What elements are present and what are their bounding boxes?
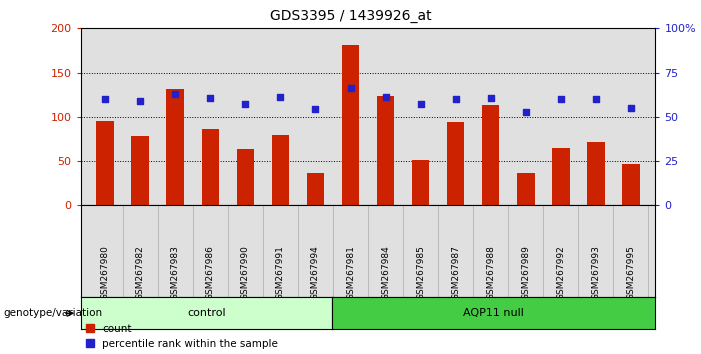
Point — [275, 95, 286, 100]
Bar — [552, 148, 569, 205]
Point — [590, 96, 601, 102]
Bar — [272, 136, 290, 205]
Point — [100, 96, 111, 102]
Point — [485, 96, 496, 101]
Bar — [167, 88, 184, 205]
Point — [240, 101, 251, 107]
Bar — [517, 172, 535, 205]
Point — [345, 85, 356, 91]
Text: AQP11 null: AQP11 null — [463, 308, 524, 318]
Text: genotype/variation: genotype/variation — [4, 308, 102, 318]
Bar — [482, 105, 499, 205]
Point — [520, 110, 531, 115]
Bar — [132, 136, 149, 205]
Bar — [447, 122, 465, 205]
Text: control: control — [187, 308, 226, 318]
Point — [170, 91, 181, 97]
Bar — [587, 143, 605, 205]
Point — [205, 96, 216, 101]
Text: GDS3395 / 1439926_at: GDS3395 / 1439926_at — [270, 9, 431, 23]
Bar — [377, 96, 394, 205]
Bar — [622, 164, 640, 205]
Bar — [307, 172, 324, 205]
Point — [555, 96, 566, 102]
Legend: count, percentile rank within the sample: count, percentile rank within the sample — [86, 324, 278, 349]
Point — [135, 98, 146, 104]
Point — [625, 105, 637, 111]
Bar — [412, 160, 430, 205]
Point — [450, 96, 461, 102]
Point — [310, 106, 321, 112]
Point — [380, 95, 391, 100]
Bar — [97, 121, 114, 205]
Bar — [237, 149, 254, 205]
Bar — [202, 129, 219, 205]
Point — [415, 102, 426, 107]
Bar — [342, 45, 360, 205]
